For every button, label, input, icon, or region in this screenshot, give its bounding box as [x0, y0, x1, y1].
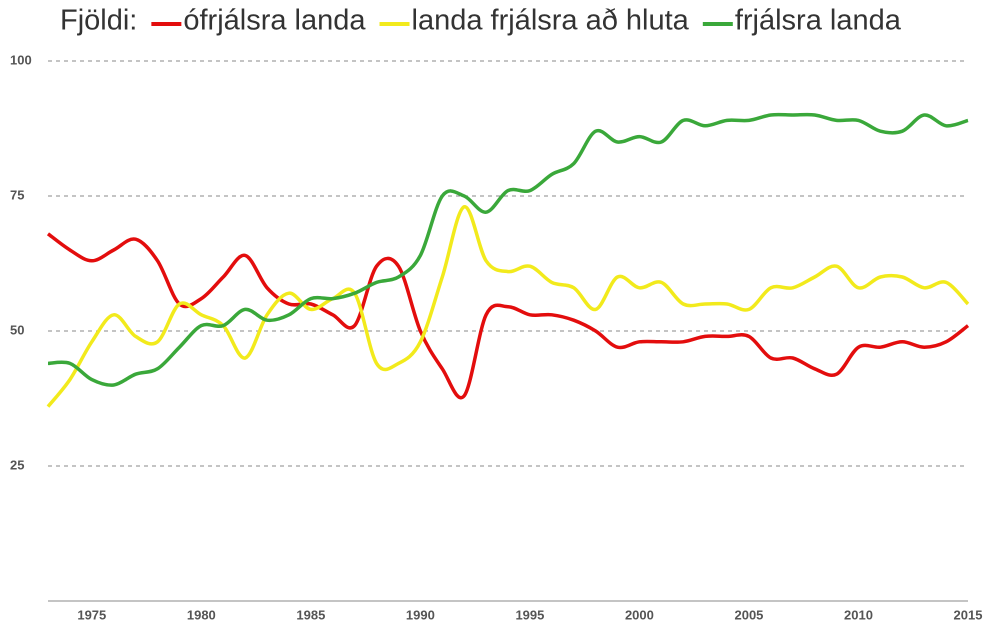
legend-label: landa frjálsra að hluta — [412, 5, 690, 37]
y-tick-label: 75 — [10, 187, 24, 202]
legend-label: frjálsra landa — [735, 5, 902, 37]
x-tick-label: 1990 — [406, 607, 435, 622]
x-tick-label: 1980 — [187, 607, 216, 622]
x-tick-label: 1975 — [77, 607, 106, 622]
legend-label: ófrjálsra landa — [183, 5, 366, 37]
x-tick-label: 1995 — [515, 607, 544, 622]
x-tick-label: 1985 — [296, 607, 325, 622]
y-tick-label: 100 — [10, 52, 32, 67]
x-tick-label: 2005 — [734, 607, 763, 622]
y-tick-label: 50 — [10, 322, 24, 337]
series-line — [46, 205, 970, 408]
series-line — [47, 112, 969, 387]
y-tick-label: 25 — [10, 457, 24, 472]
x-tick-label: 2010 — [844, 607, 873, 622]
chart-title: Fjöldi: — [60, 5, 137, 37]
x-tick-label: 2015 — [954, 607, 983, 622]
x-tick-label: 2000 — [625, 607, 654, 622]
series-line — [46, 232, 970, 400]
